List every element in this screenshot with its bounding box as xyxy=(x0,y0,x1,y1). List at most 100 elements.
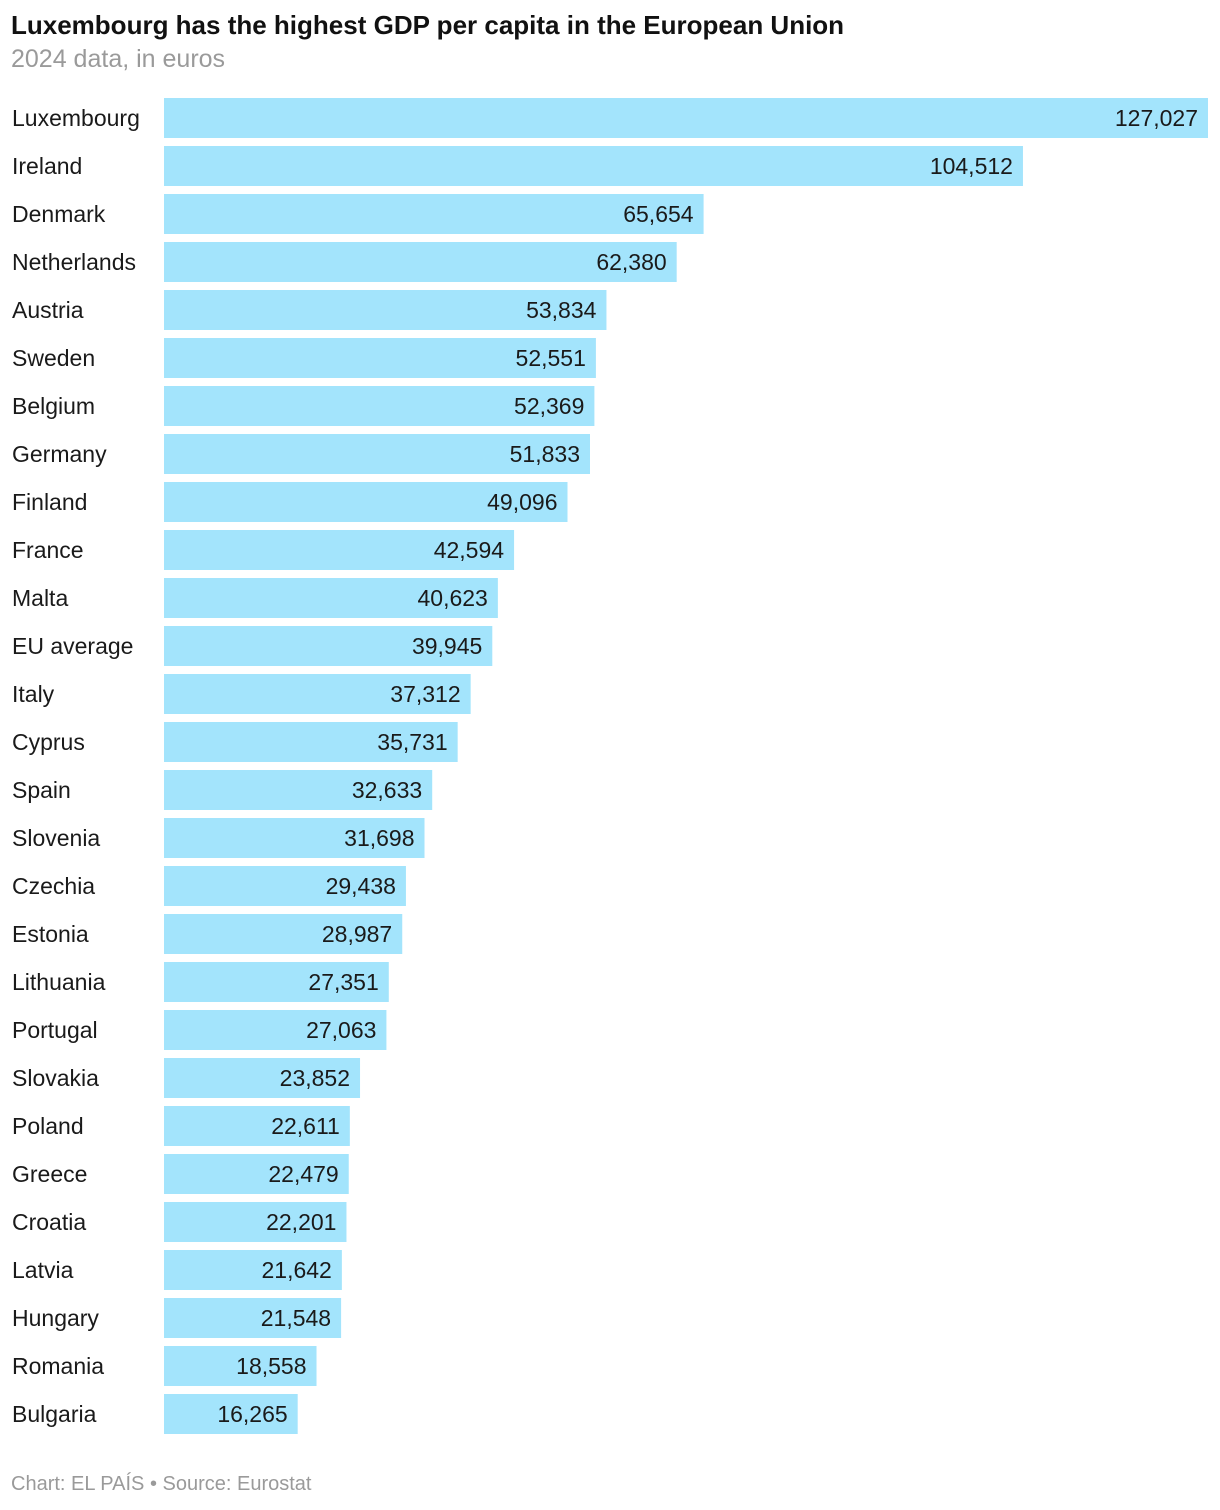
bar-row: Ireland 104,512 xyxy=(12,146,1023,186)
bar-row: Czechia 29,438 xyxy=(12,866,406,906)
bar xyxy=(164,1058,361,1098)
bar-row: Hungary 21,548 xyxy=(12,1298,342,1338)
category-label: Croatia xyxy=(12,1209,86,1235)
category-label: Hungary xyxy=(12,1305,99,1331)
bar-row: Estonia 28,987 xyxy=(12,914,403,954)
value-label: 37,312 xyxy=(390,681,460,707)
bar-row: EU average 39,945 xyxy=(12,626,493,666)
bar-row: Cyprus 35,731 xyxy=(12,722,458,762)
category-label: Bulgaria xyxy=(12,1401,97,1427)
chart-subtitle: 2024 data, in euros xyxy=(11,45,226,73)
bar-row: Belgium 52,369 xyxy=(12,386,595,426)
bar xyxy=(164,770,433,810)
bar xyxy=(164,1298,342,1338)
chart-title: Luxembourg has the highest GDP per capit… xyxy=(11,10,845,40)
bar xyxy=(164,1202,347,1242)
value-label: 39,945 xyxy=(412,633,482,659)
value-label: 32,633 xyxy=(352,777,422,803)
category-label: Estonia xyxy=(12,921,89,947)
bar xyxy=(164,434,591,474)
category-label: Luxembourg xyxy=(12,105,140,131)
value-label: 21,548 xyxy=(261,1305,331,1331)
bar xyxy=(164,1394,298,1434)
bar-row: Austria 53,834 xyxy=(12,290,607,330)
value-label: 21,642 xyxy=(262,1257,332,1283)
value-label: 65,654 xyxy=(623,201,694,227)
value-label: 27,351 xyxy=(308,969,378,995)
value-label: 31,698 xyxy=(344,825,414,851)
category-label: Czechia xyxy=(12,873,95,899)
bar xyxy=(164,98,1208,138)
bar-row: Poland 22,611 xyxy=(12,1106,350,1146)
bar xyxy=(164,1250,342,1290)
bar xyxy=(164,818,425,858)
value-label: 29,438 xyxy=(326,873,396,899)
category-label: Malta xyxy=(12,585,68,611)
value-label: 52,551 xyxy=(516,345,586,371)
category-label: Slovakia xyxy=(12,1065,99,1091)
category-label: France xyxy=(12,537,84,563)
bar xyxy=(164,1346,317,1386)
value-label: 42,594 xyxy=(434,537,505,563)
bar-row: Romania 18,558 xyxy=(12,1346,317,1386)
bar-row: Croatia 22,201 xyxy=(12,1202,347,1242)
category-label: Greece xyxy=(12,1161,87,1187)
bar xyxy=(164,722,458,762)
bars-layer: Luxembourg 127,027 Ireland 104,512 Denmark 65… xyxy=(12,98,1208,1434)
bar-row: Greece 22,479 xyxy=(12,1154,349,1194)
chart-footer: Chart: EL PAÍS • Source: Eurostat xyxy=(11,1473,311,1496)
bar xyxy=(164,1010,387,1050)
bar xyxy=(164,1106,350,1146)
category-label: Cyprus xyxy=(12,729,85,755)
bar-row: Denmark 65,654 xyxy=(12,194,704,234)
bar-row: France 42,594 xyxy=(12,530,515,570)
value-label: 23,852 xyxy=(280,1065,350,1091)
category-label: Romania xyxy=(12,1353,104,1379)
bar-row: Bulgaria 16,265 xyxy=(12,1394,298,1434)
category-label: Poland xyxy=(12,1113,84,1139)
value-label: 127,027 xyxy=(1115,105,1198,131)
bar xyxy=(164,914,403,954)
bar xyxy=(164,626,493,666)
value-label: 51,833 xyxy=(510,441,580,467)
bar xyxy=(164,530,515,570)
category-label: Denmark xyxy=(12,201,106,227)
category-label: Lithuania xyxy=(12,969,106,995)
bar xyxy=(164,290,607,330)
category-label: Spain xyxy=(12,777,71,803)
bar-row: Netherlands 62,380 xyxy=(12,242,677,282)
chart-credit: Chart: EL PAÍS xyxy=(11,1473,145,1495)
bar xyxy=(164,866,406,906)
value-label: 62,380 xyxy=(596,249,666,275)
category-label: Italy xyxy=(12,681,55,707)
bar xyxy=(164,338,596,378)
source-note: Source: Eurostat xyxy=(162,1473,312,1495)
footer-separator: • xyxy=(144,1473,163,1495)
bar-row: Lithuania 27,351 xyxy=(12,962,389,1002)
category-label: Belgium xyxy=(12,393,95,419)
category-label: Portugal xyxy=(12,1017,98,1043)
value-label: 49,096 xyxy=(487,489,557,515)
bar-row: Finland 49,096 xyxy=(12,482,568,522)
bar-row: Germany 51,833 xyxy=(12,434,591,474)
bar xyxy=(164,386,595,426)
value-label: 22,611 xyxy=(271,1113,340,1139)
category-label: Latvia xyxy=(12,1257,74,1283)
category-label: Finland xyxy=(12,489,87,515)
bar xyxy=(164,242,677,282)
bar-row: Sweden 52,551 xyxy=(12,338,596,378)
value-label: 40,623 xyxy=(418,585,488,611)
bar-row: Portugal 27,063 xyxy=(12,1010,387,1050)
bar xyxy=(164,482,568,522)
value-label: 18,558 xyxy=(236,1353,306,1379)
category-label: EU average xyxy=(12,633,133,659)
bar-row: Malta 40,623 xyxy=(12,578,498,618)
bar-row: Latvia 21,642 xyxy=(12,1250,342,1290)
category-label: Sweden xyxy=(12,345,95,371)
bar xyxy=(164,578,498,618)
value-label: 53,834 xyxy=(526,297,597,323)
value-label: 16,265 xyxy=(217,1401,287,1427)
bar xyxy=(164,194,704,234)
bar-row: Slovakia 23,852 xyxy=(12,1058,361,1098)
